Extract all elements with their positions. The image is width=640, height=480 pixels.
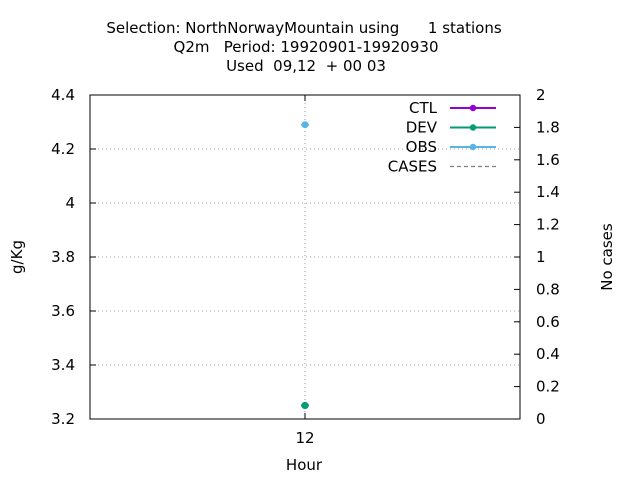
y-tick-label: 3.8 xyxy=(51,248,75,266)
y2-tick-label: 1.4 xyxy=(536,183,560,201)
legend-label-dev: DEV xyxy=(406,119,438,137)
y-tick-label: 3.6 xyxy=(51,302,75,320)
y2-tick-label: 0.4 xyxy=(536,345,560,363)
y-tick-label: 4.4 xyxy=(51,86,75,104)
y2-tick-label: 0.2 xyxy=(536,378,560,396)
title-line-1: Selection: NorthNorwayMountain using 1 s… xyxy=(106,19,502,37)
y2-tick-label: 0.8 xyxy=(536,280,560,298)
y2-tick-label: 1.2 xyxy=(536,216,560,234)
y2-tick-label: 1.6 xyxy=(536,151,560,169)
title-line-3: Used 09,12 + 00 03 xyxy=(226,57,386,75)
y-axis-label: g/Kg xyxy=(8,240,26,274)
legend-marker-obs xyxy=(469,143,477,151)
data-marks xyxy=(301,121,309,409)
y-axis-ticks: 3.2 3.4 3.6 3.8 4 4.2 4.4 xyxy=(51,86,96,428)
legend-label-ctl: CTL xyxy=(409,99,438,117)
y2-axis-label: No cases xyxy=(598,223,616,291)
legend-marker-ctl xyxy=(469,104,477,112)
x-axis-label: Hour xyxy=(286,456,323,474)
y2-tick-label: 0 xyxy=(536,410,546,428)
y-tick-label: 3.4 xyxy=(51,356,75,374)
grid-lines xyxy=(90,95,520,419)
y2-tick-label: 1 xyxy=(536,248,546,266)
y2-tick-label: 1.8 xyxy=(536,118,560,136)
x-axis-ticks: 12 xyxy=(295,95,315,447)
y2-axis-ticks: 0 0.2 0.4 0.6 0.8 1 1.2 1.4 1.6 1.8 2 xyxy=(514,86,560,428)
y-tick-label: 4 xyxy=(65,194,75,212)
x-tick-label: 12 xyxy=(295,429,314,447)
y-tick-label: 3.2 xyxy=(51,410,75,428)
legend-label-obs: OBS xyxy=(406,138,437,156)
plot-frame xyxy=(89,94,521,420)
y2-tick-label: 2 xyxy=(536,86,546,104)
title-line-2: Q2m Period: 19920901-19920930 xyxy=(174,38,439,56)
legend-marker-dev xyxy=(469,124,477,131)
y2-tick-label: 0.6 xyxy=(536,313,560,331)
legend-label-cases: CASES xyxy=(388,158,437,176)
chart-title: Selection: NorthNorwayMountain using 1 s… xyxy=(106,19,502,75)
y-tick-label: 4.2 xyxy=(51,140,75,158)
